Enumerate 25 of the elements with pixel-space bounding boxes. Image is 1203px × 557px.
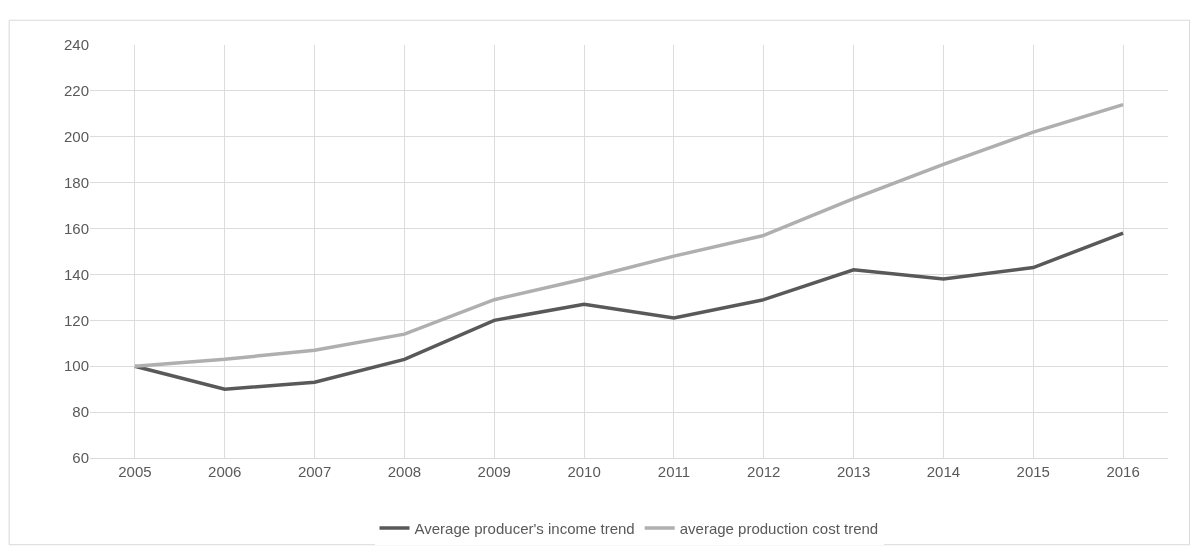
x-tick-label: 2016: [1106, 463, 1140, 480]
y-tick-label: 240: [63, 36, 89, 54]
y-tick-label: 200: [63, 128, 89, 146]
legend-label: average production cost trend: [679, 519, 879, 537]
line-series: [133, 102, 1125, 368]
y-tick-label: 100: [63, 357, 89, 375]
x-tick-label: 2013: [836, 463, 871, 480]
x-tick-label: 2012: [747, 463, 781, 480]
x-tick-label: 2010: [567, 463, 601, 480]
y-tick-label: 180: [63, 173, 89, 191]
legend-label: Average producer's income trend: [414, 519, 635, 537]
y-tick-label: 60: [72, 449, 89, 467]
y-tick-label: 140: [63, 265, 89, 283]
x-tick-label: 2006: [208, 463, 242, 480]
y-tick-label: 220: [63, 82, 89, 100]
x-tick-label: 2009: [477, 463, 511, 480]
x-tick-label: 2005: [118, 463, 152, 480]
y-tick-label: 80: [72, 403, 89, 421]
y-tick-label: 120: [63, 311, 89, 329]
x-tick-label: 2008: [387, 463, 422, 480]
x-tick-label: 2015: [1016, 463, 1050, 480]
x-tick-label: 2014: [926, 463, 961, 480]
y-tick-label: 160: [63, 219, 89, 237]
x-tick-label: 2007: [297, 463, 332, 480]
x-tick-label: 2011: [657, 463, 691, 480]
